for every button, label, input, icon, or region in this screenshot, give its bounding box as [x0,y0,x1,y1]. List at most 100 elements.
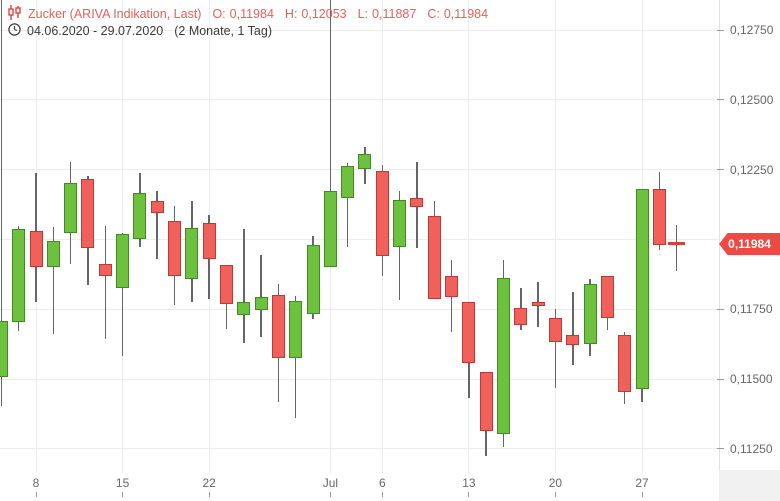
candle-wick [675,224,678,272]
y-axis-tick [717,308,724,310]
x-axis-tick [122,492,124,497]
v-gridline [554,0,556,473]
x-axis-tick [329,492,331,497]
y-axis-label: 0,12250 [730,162,774,177]
x-axis-label: 20 [548,476,563,490]
candle-wick [554,309,557,388]
candle-body-up[interactable] [306,244,320,314]
candle-body-down[interactable] [600,275,614,318]
h-gridline [0,448,719,450]
y-axis-tick [717,448,724,450]
candle-body-down[interactable] [271,295,285,359]
candle-wick [104,226,107,340]
candle-body-down[interactable] [168,220,182,276]
candle-wick [0,0,3,406]
ohlc-low: L: 0,11887 [357,6,417,21]
candle-body-down[interactable] [150,201,164,213]
candle-body-down[interactable] [618,335,632,392]
y-axis-tick [717,169,724,171]
candle-body-down[interactable] [81,178,95,249]
candle-body-up[interactable] [289,300,303,359]
v-gridline [468,0,470,473]
candle-wick [260,254,262,338]
candle-body-down[interactable] [29,231,43,268]
current-price-label: 0,11984 [728,236,771,251]
plot-area[interactable] [0,0,719,501]
ohlc-open: O: 0,11984 [212,6,274,21]
x-axis-label: 22 [202,476,216,490]
candle-body-down[interactable] [375,170,389,257]
ohlc-high: H: 0,12053 [284,6,347,21]
candle-wick [329,0,332,267]
candle-body-down[interactable] [445,276,459,297]
instrument-name: Zucker (ARIVA Indikation, Last) [28,6,202,21]
candle-wick [243,228,245,343]
candle-body-down[interactable] [462,302,476,364]
candle-wick [572,292,574,366]
y-axis-label: 0,11750 [730,302,773,317]
x-axis-tick [641,492,643,497]
candle-wick [121,232,124,357]
candle-body-up[interactable] [583,284,597,345]
x-axis[interactable]: 8 15 22 Jul 6 13 20 27 [0,470,719,501]
x-axis-tick [35,492,37,497]
date-range: 04.06.2020 - 29.07.2020 [27,23,164,38]
candlestick-icon [8,4,22,23]
candle-body-up[interactable] [497,277,510,434]
candle-body-up[interactable] [64,182,78,233]
current-price-badge: 0,11984 [719,232,780,255]
candle-body-up[interactable] [133,192,147,239]
x-axis-label: 27 [635,476,649,490]
h-gridline [0,238,719,240]
y-axis-label: 0,12500 [730,92,774,107]
candle-body-up[interactable] [116,234,130,289]
candle-body-up[interactable] [237,302,251,316]
x-axis-label: 13 [462,476,476,490]
candle-body-down[interactable] [427,216,441,299]
candle-body-down[interactable] [479,371,493,431]
candle-body-down[interactable] [531,302,545,306]
chart-header: Zucker (ARIVA Indikation, Last) O: 0,1198… [8,4,488,39]
candle-body-up[interactable] [0,321,8,378]
candle-body-up[interactable] [46,241,60,268]
x-axis-tick [554,492,556,497]
h-gridline [0,378,719,380]
axis-corner [719,470,780,501]
x-axis-label: Jul [322,476,339,490]
y-axis-tick [717,378,724,380]
y-axis-label: 0,12750 [730,23,774,37]
candle-body-up[interactable] [358,154,372,169]
y-axis-label: 0,11250 [730,441,773,456]
candle-body-up[interactable] [254,297,268,311]
candle-body-down[interactable] [219,265,233,305]
clock-icon [8,22,21,39]
x-axis-tick [208,492,210,497]
x-axis-label: 6 [378,476,386,490]
x-axis-tick [468,492,470,497]
x-axis-label: 8 [32,476,40,490]
candle-body-up[interactable] [635,188,649,390]
candle-body-down[interactable] [652,188,666,245]
candle-body-down[interactable] [548,317,562,342]
h-gridline [0,169,719,171]
candle-body-up[interactable] [185,227,199,280]
candle-body-down[interactable] [202,222,216,260]
candle-body-up[interactable] [323,190,337,267]
h-gridline [0,99,719,101]
candle-body-up[interactable] [12,229,26,323]
candle-body-up[interactable] [341,165,355,198]
doji-tick[interactable] [668,242,686,246]
candle-body-down[interactable] [514,308,528,326]
candle-wick [156,190,158,259]
period-info: (2 Monate, 1 Tag) [174,23,272,38]
y-axis-tick [717,29,724,31]
h-gridline [0,29,719,31]
candle-body-down[interactable] [98,264,112,277]
candle-body-up[interactable] [393,199,407,247]
candle-wick [52,227,55,335]
y-axis-tick [717,99,724,101]
h-gridline [0,308,719,310]
candle-body-down[interactable] [566,335,580,346]
candle-body-down[interactable] [410,197,424,207]
